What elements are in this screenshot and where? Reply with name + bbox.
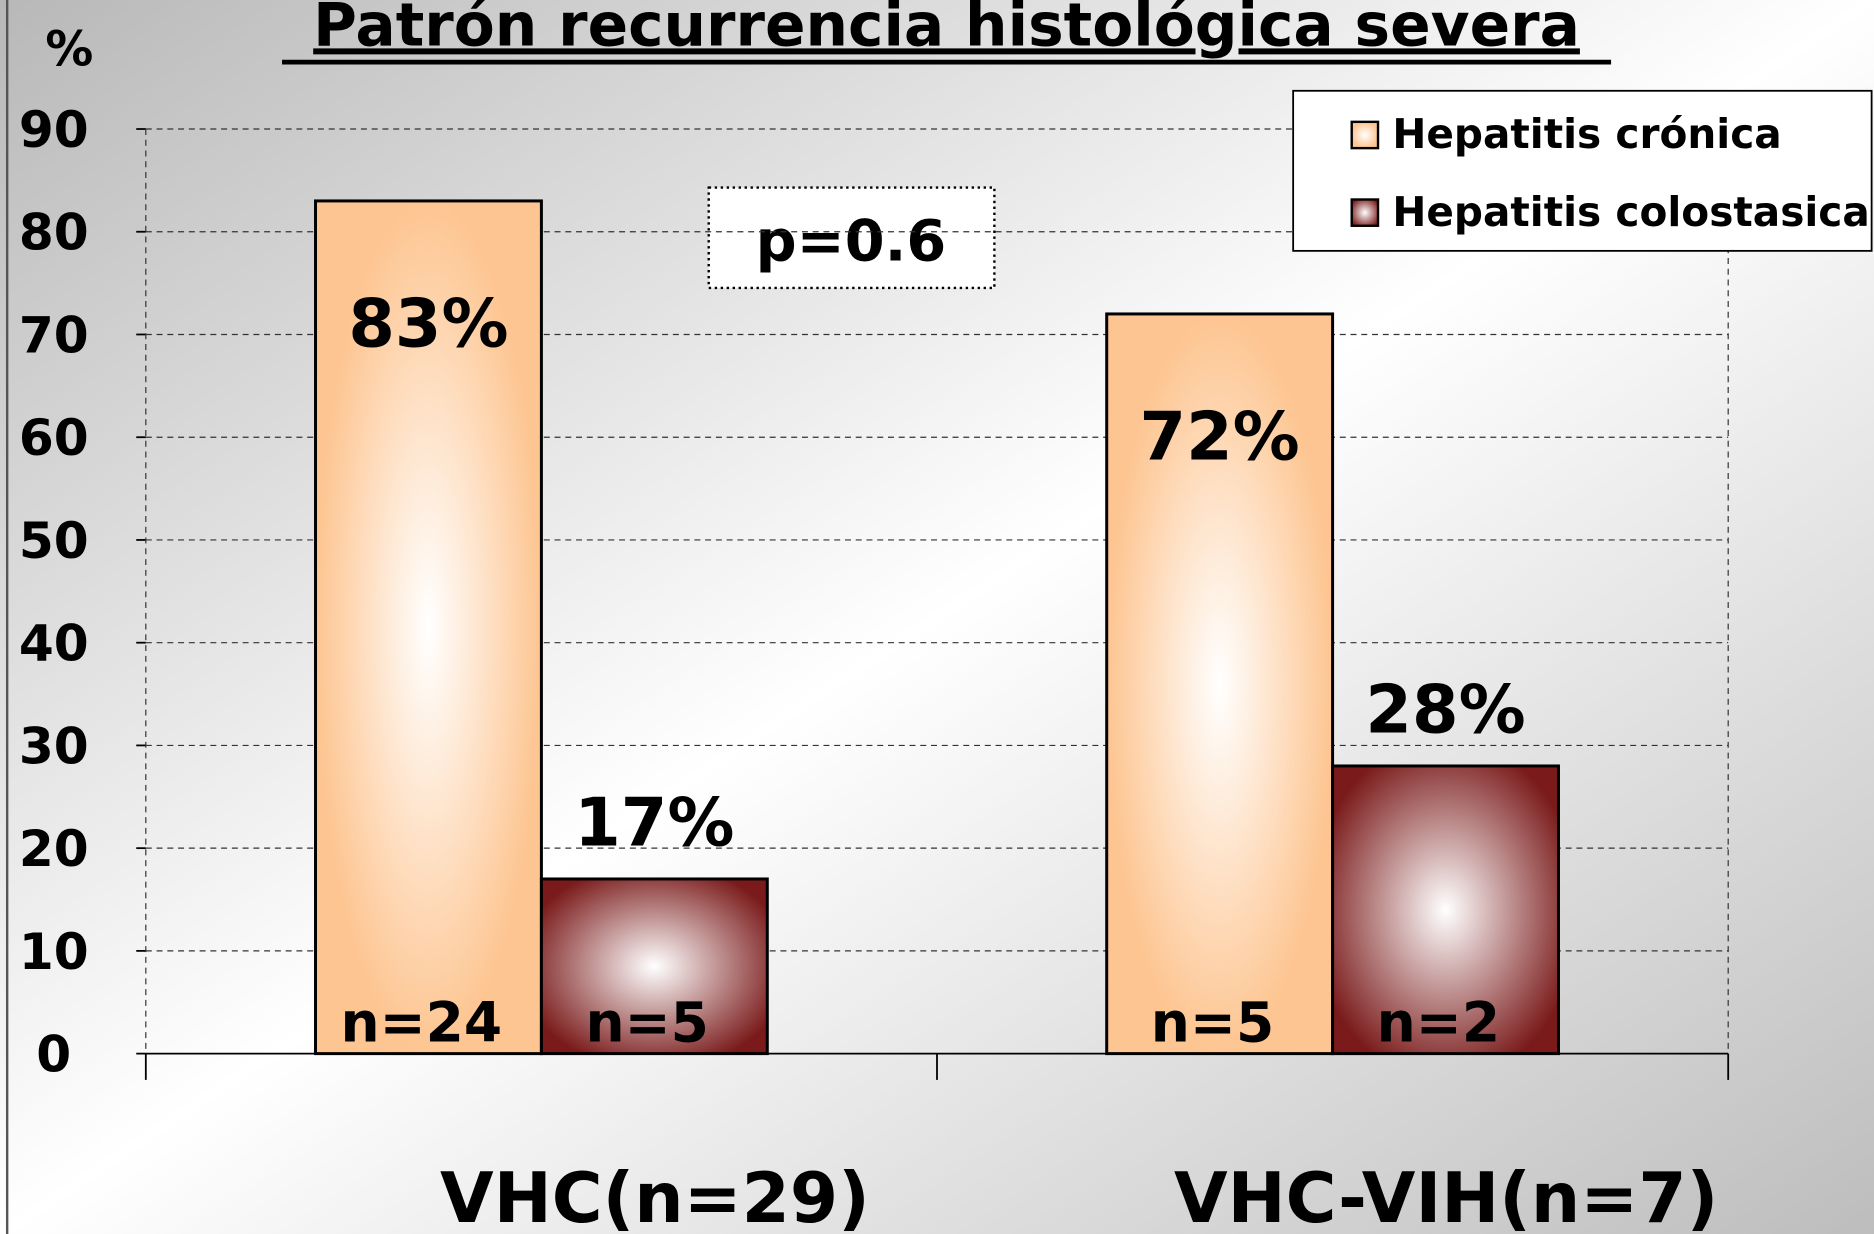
y-tick-label: 30 — [19, 716, 89, 775]
x-tick-label: VHC-VIH(n=7) — [1174, 1159, 1718, 1234]
value-label: 28% — [1365, 671, 1525, 749]
value-label: 72% — [1140, 398, 1300, 476]
value-label: 17% — [574, 784, 734, 862]
legend-box — [1292, 89, 1873, 252]
bar — [539, 877, 769, 1056]
y-tick-label: 50 — [19, 511, 89, 570]
legend-label: Hepatitis colostasica — [1392, 188, 1869, 236]
y-tick-label: 10 — [19, 922, 89, 981]
y-tick-label: 70 — [19, 305, 89, 364]
y-axis-label: % — [45, 23, 93, 78]
sample-label: n=2 — [1377, 991, 1500, 1055]
annotation-box — [707, 186, 996, 290]
legend-label: Hepatitis crónica — [1392, 110, 1781, 158]
y-tick-label: 90 — [19, 100, 89, 159]
legend-swatch — [1350, 198, 1380, 227]
bar — [1105, 312, 1335, 1056]
bar — [1331, 764, 1560, 1056]
chart-title: Patrón recurrencia histológica severa — [313, 0, 1580, 60]
y-tick-label: 60 — [19, 408, 89, 467]
y-tick-label: 0 — [36, 1025, 71, 1084]
value-label: 83% — [348, 285, 508, 363]
sample-label: n=24 — [340, 991, 502, 1055]
bar — [314, 199, 543, 1056]
y-tick-label: 80 — [19, 203, 89, 262]
y-tick-label: 20 — [19, 819, 89, 878]
annotation: p=0.6 — [756, 207, 947, 274]
x-tick-label: VHC(n=29) — [440, 1159, 870, 1234]
y-tick-label: 40 — [19, 614, 89, 673]
sample-label: n=5 — [585, 991, 708, 1055]
sample-label: n=5 — [1151, 991, 1274, 1055]
legend-swatch — [1350, 120, 1380, 150]
